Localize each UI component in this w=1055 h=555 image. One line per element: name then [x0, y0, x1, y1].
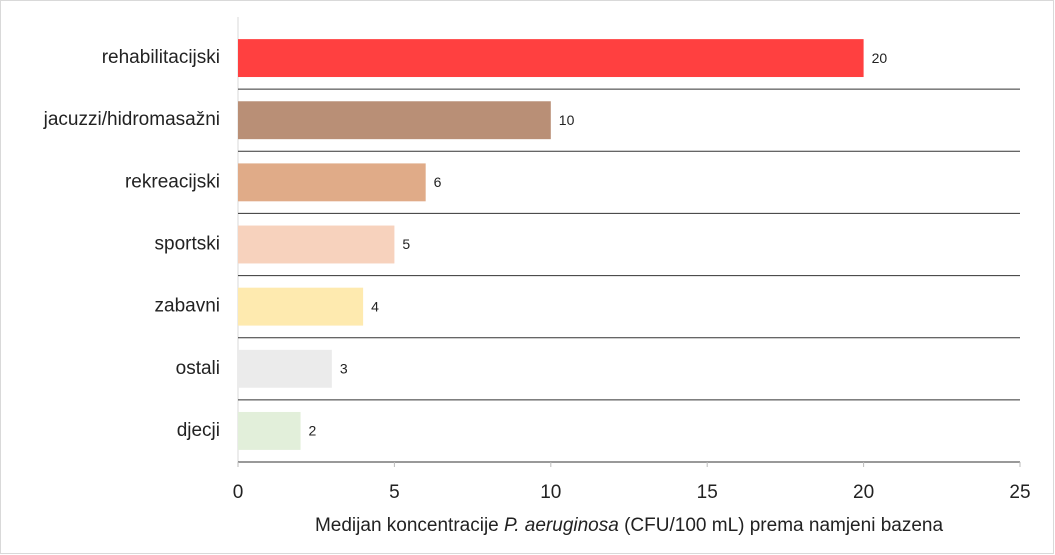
bar	[238, 349, 332, 388]
y-tick-label: jacuzzi/hidromasažni	[43, 109, 220, 130]
y-tick-label: ostali	[176, 358, 220, 379]
y-tick-label: rekreacijski	[125, 171, 220, 192]
y-tick-label: zabavni	[155, 296, 221, 317]
data-label: 4	[371, 298, 379, 314]
data-label: 5	[402, 236, 410, 252]
bar	[238, 411, 301, 450]
x-axis-label-part: P. aeruginosa	[504, 515, 619, 536]
x-tick-label: 15	[697, 482, 718, 503]
x-axis-label: Medijan koncentracije P. aeruginosa (CFU…	[315, 515, 943, 536]
bar	[238, 163, 426, 202]
bar	[238, 287, 364, 326]
x-tick-label: 10	[540, 482, 561, 503]
x-axis-label-part: Medijan koncentracije	[315, 515, 504, 536]
x-tick-label: 0	[233, 482, 244, 503]
data-label: 10	[559, 112, 575, 128]
bar	[238, 39, 864, 78]
x-axis-label-part: (CFU/100 mL) prema namjeni bazena	[619, 515, 944, 536]
x-tick-label: 5	[389, 482, 400, 503]
bar	[238, 101, 551, 140]
data-label: 20	[872, 50, 888, 66]
x-tick-label: 25	[1009, 482, 1030, 503]
bar	[238, 225, 395, 264]
y-tick-label: rehabilitacijski	[102, 47, 220, 68]
data-label: 6	[434, 174, 442, 190]
y-tick-label: djecji	[177, 420, 220, 441]
x-tick-label: 20	[853, 482, 874, 503]
data-label: 2	[309, 423, 317, 439]
data-label: 3	[340, 360, 348, 376]
y-tick-label: sportski	[155, 234, 220, 255]
